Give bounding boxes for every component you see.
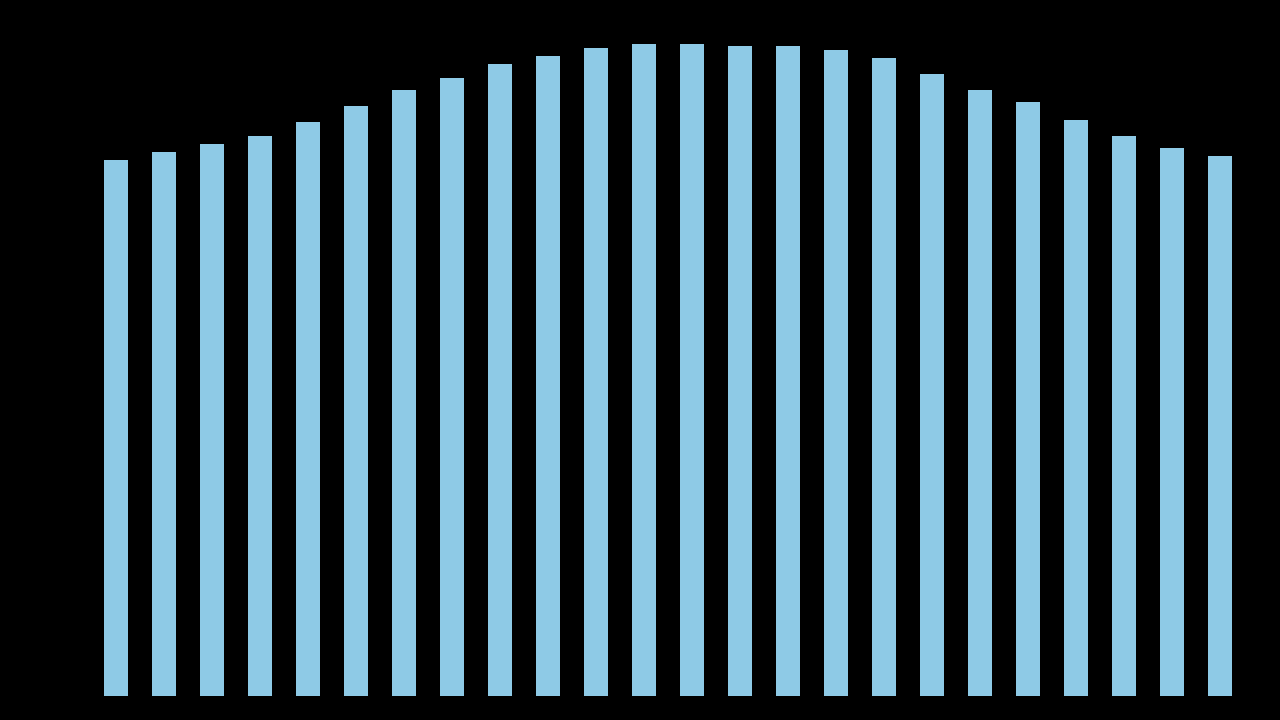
bar — [344, 106, 368, 696]
bar — [1208, 156, 1232, 696]
bar — [1112, 136, 1136, 696]
bar — [488, 64, 512, 696]
bar — [632, 44, 656, 696]
bar — [536, 56, 560, 696]
bar — [104, 160, 128, 696]
bar — [1064, 120, 1088, 696]
bar — [440, 78, 464, 696]
bar — [248, 136, 272, 696]
bar — [776, 46, 800, 696]
bar — [824, 50, 848, 696]
bar — [920, 74, 944, 696]
bar — [296, 122, 320, 696]
bar — [680, 44, 704, 696]
bar — [584, 48, 608, 696]
bar — [872, 58, 896, 696]
bar — [392, 90, 416, 696]
bar — [968, 90, 992, 696]
bar — [728, 46, 752, 696]
bar — [200, 144, 224, 696]
bar — [1160, 148, 1184, 696]
bar — [1016, 102, 1040, 696]
bar — [152, 152, 176, 696]
chart-canvas — [0, 0, 1280, 720]
